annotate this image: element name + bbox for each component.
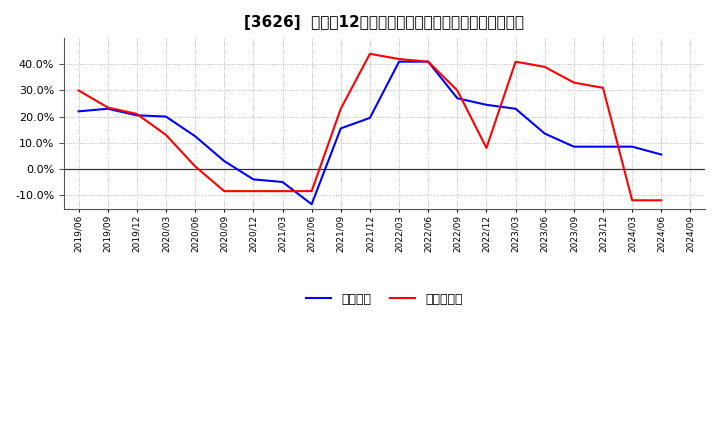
当期純利益: [132, 111, 141, 117]
経常利益: [220, 158, 228, 164]
経常利益: [541, 131, 549, 136]
Title: [3626]  利益だ12か月移動合計の対前年同期増減率の推移: [3626] 利益だ12か月移動合計の対前年同期増減率の推移: [245, 15, 524, 30]
経常利益: [191, 134, 199, 139]
当期純利益: [657, 198, 665, 203]
経常利益: [366, 115, 374, 121]
経常利益: [336, 126, 345, 131]
当期純利益: [336, 106, 345, 111]
経常利益: [161, 114, 170, 119]
当期純利益: [541, 64, 549, 70]
経常利益: [628, 144, 636, 149]
経常利益: [132, 113, 141, 118]
経常利益: [104, 106, 112, 111]
経常利益: [307, 202, 316, 207]
経常利益: [599, 144, 608, 149]
Legend: 経常利益, 当期純利益: 経常利益, 当期純利益: [302, 288, 467, 311]
当期純利益: [220, 188, 228, 194]
経常利益: [424, 59, 433, 64]
Line: 経常利益: 経常利益: [78, 62, 661, 204]
当期純利益: [249, 188, 258, 194]
当期純利益: [104, 105, 112, 110]
経常利益: [74, 109, 83, 114]
当期純利益: [307, 188, 316, 194]
当期純利益: [161, 132, 170, 138]
当期純利益: [599, 85, 608, 91]
当期純利益: [395, 56, 403, 62]
当期純利益: [628, 198, 636, 203]
経常利益: [278, 180, 287, 185]
当期純利益: [482, 145, 491, 150]
経常利益: [395, 59, 403, 64]
当期純利益: [366, 51, 374, 56]
当期純利益: [74, 88, 83, 93]
経常利益: [453, 95, 462, 101]
当期純利益: [424, 59, 433, 64]
経常利益: [249, 177, 258, 182]
Line: 当期純利益: 当期純利益: [78, 54, 661, 200]
経常利益: [511, 106, 520, 111]
当期純利益: [278, 188, 287, 194]
経常利益: [482, 102, 491, 107]
当期純利益: [453, 88, 462, 93]
当期純利益: [191, 164, 199, 169]
経常利益: [570, 144, 578, 149]
当期純利益: [570, 80, 578, 85]
当期純利益: [511, 59, 520, 64]
経常利益: [657, 152, 665, 157]
